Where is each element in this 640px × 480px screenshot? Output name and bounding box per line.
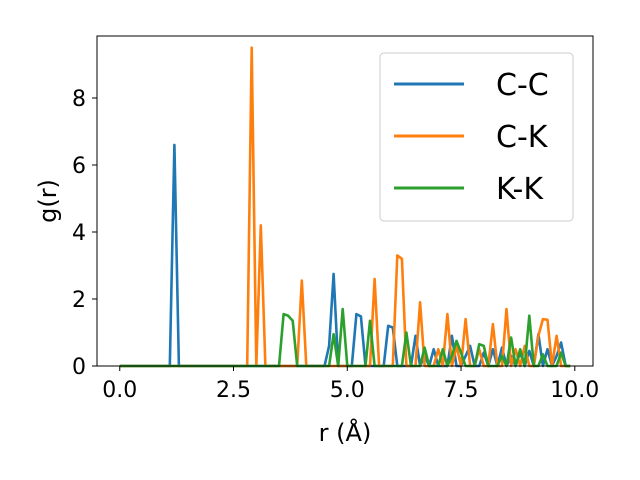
legend: C-C C-K K-K [379,52,574,222]
y-tick-label: 0 [72,355,86,380]
y-tick-label: 4 [72,221,86,246]
plot-frame [96,35,594,367]
x-tick-label: 0.0 [102,378,137,403]
x-tick-label: 10.0 [550,378,599,403]
legend-label-1: C-K [496,120,549,155]
x-axis-label: r (Å) [319,418,372,447]
x-axis-ticks: 0.0 2.5 5.0 7.5 10.0 [102,366,599,403]
legend-label-0: C-C [496,68,549,103]
y-tick-label: 8 [72,87,86,112]
legend-label-2: K-K [496,172,544,207]
y-axis-ticks: 0 2 4 6 8 [72,87,97,380]
y-tick-label: 2 [72,288,86,313]
x-tick-label: 5.0 [330,378,365,403]
y-tick-label: 6 [72,154,86,179]
series-line-2 [119,307,571,368]
x-tick-label: 7.5 [444,378,479,403]
y-axis-label: g(r) [34,179,62,223]
legend-box [379,52,574,222]
x-tick-label: 2.5 [216,378,251,403]
